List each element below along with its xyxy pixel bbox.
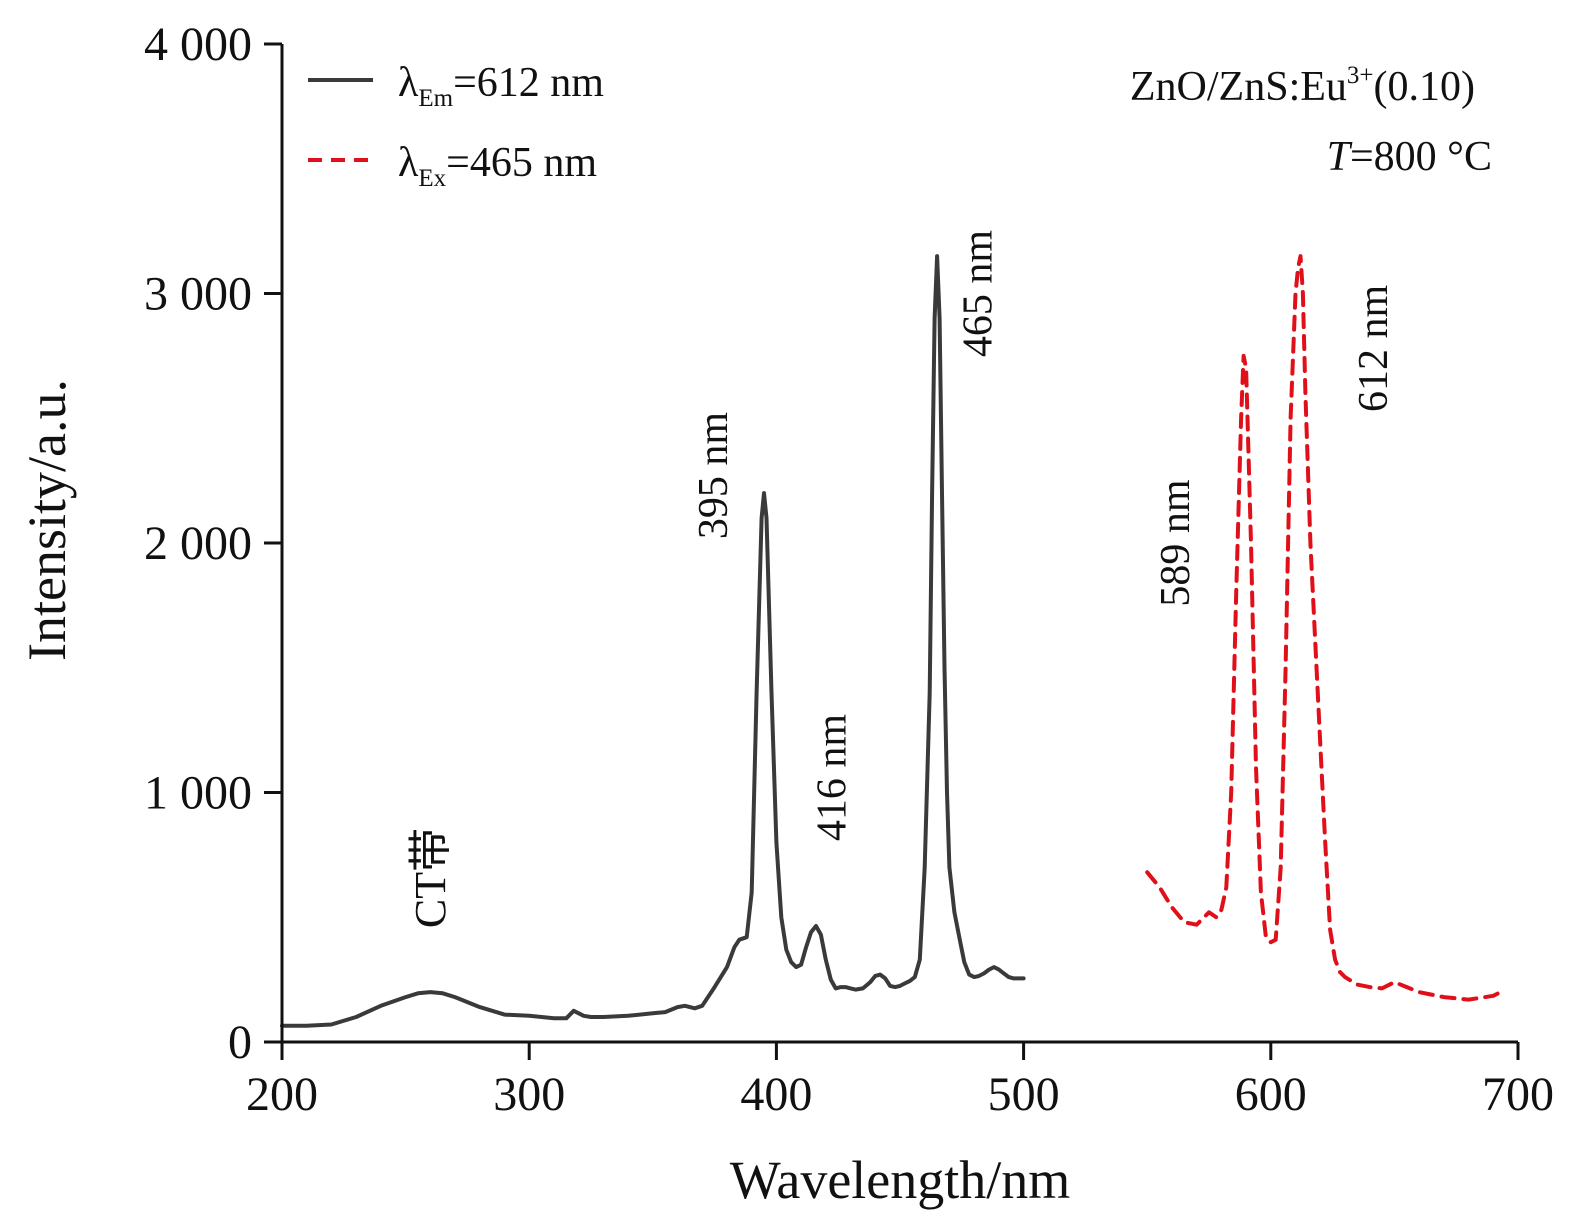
peak-label: 416 nm	[810, 714, 856, 842]
sample-annotation: ZnO/ZnS:Eu3+(0.10)	[1130, 62, 1475, 110]
y-tick-label: 1 000	[144, 767, 252, 820]
sample-superscript: 3+	[1347, 62, 1374, 89]
peak-label: 395 nm	[691, 412, 737, 539]
legend-item-ex: λEx=465 nm	[308, 140, 597, 192]
x-tick-label: 300	[493, 1068, 565, 1121]
legend-em-value: =612 nm	[453, 60, 604, 106]
legend-em-lambda: λ	[398, 60, 419, 106]
legend-ex-sub: Ex	[418, 165, 446, 192]
x-ticks: 200 300 400 500 600 700	[246, 1042, 1554, 1121]
sample-formula: ZnO/ZnS:Eu	[1130, 64, 1347, 110]
series-layer	[280, 254, 1508, 1028]
x-tick-label: 700	[1482, 1068, 1554, 1121]
peak-label: 465 nm	[956, 230, 1002, 358]
legend-ex-lambda: λ	[398, 140, 419, 186]
y-tick-label: 3 000	[144, 268, 252, 321]
y-ticks: 0 1 000 2 000 3 000 4 000	[144, 18, 282, 1069]
temperature-value: =800 °C	[1350, 134, 1492, 180]
peak-label: 589 nm	[1153, 479, 1199, 607]
temperature-symbol: T	[1327, 134, 1353, 180]
x-tick-label: 600	[1235, 1068, 1307, 1121]
peak-label: 612 nm	[1351, 284, 1397, 412]
y-tick-label: 0	[228, 1016, 252, 1069]
series-line-emission	[1145, 254, 1508, 1002]
x-tick-label: 500	[988, 1068, 1060, 1121]
plot-area: 395 nm 416 nm 465 nm 589 nm 612 nm	[280, 230, 1508, 1028]
temperature-annotation: T=800 °C	[1327, 134, 1492, 180]
y-tick-label: 4 000	[144, 18, 252, 71]
y-axis-title: Intensity/a.u.	[17, 379, 77, 661]
series-line-excitation	[280, 254, 1026, 1028]
legend-item-em: λEm=612 nm	[308, 60, 604, 112]
legend-label-em: λEm=612 nm	[398, 60, 604, 112]
sample-doping: (0.10)	[1374, 64, 1475, 110]
y-tick-label: 2 000	[144, 517, 252, 570]
x-tick-label: 200	[246, 1068, 318, 1121]
x-tick-label: 400	[740, 1068, 812, 1121]
legend-em-sub: Em	[418, 85, 453, 112]
legend: λEm=612 nm λEx=465 nm	[308, 60, 604, 192]
legend-ex-value: =465 nm	[446, 140, 597, 186]
ct-band-label: CT带	[406, 828, 455, 928]
x-axis-title: Wavelength/nm	[730, 1150, 1071, 1210]
peak-label-layer: 395 nm 416 nm 465 nm 589 nm 612 nm	[691, 230, 1397, 842]
legend-label-ex: λEx=465 nm	[398, 140, 597, 192]
